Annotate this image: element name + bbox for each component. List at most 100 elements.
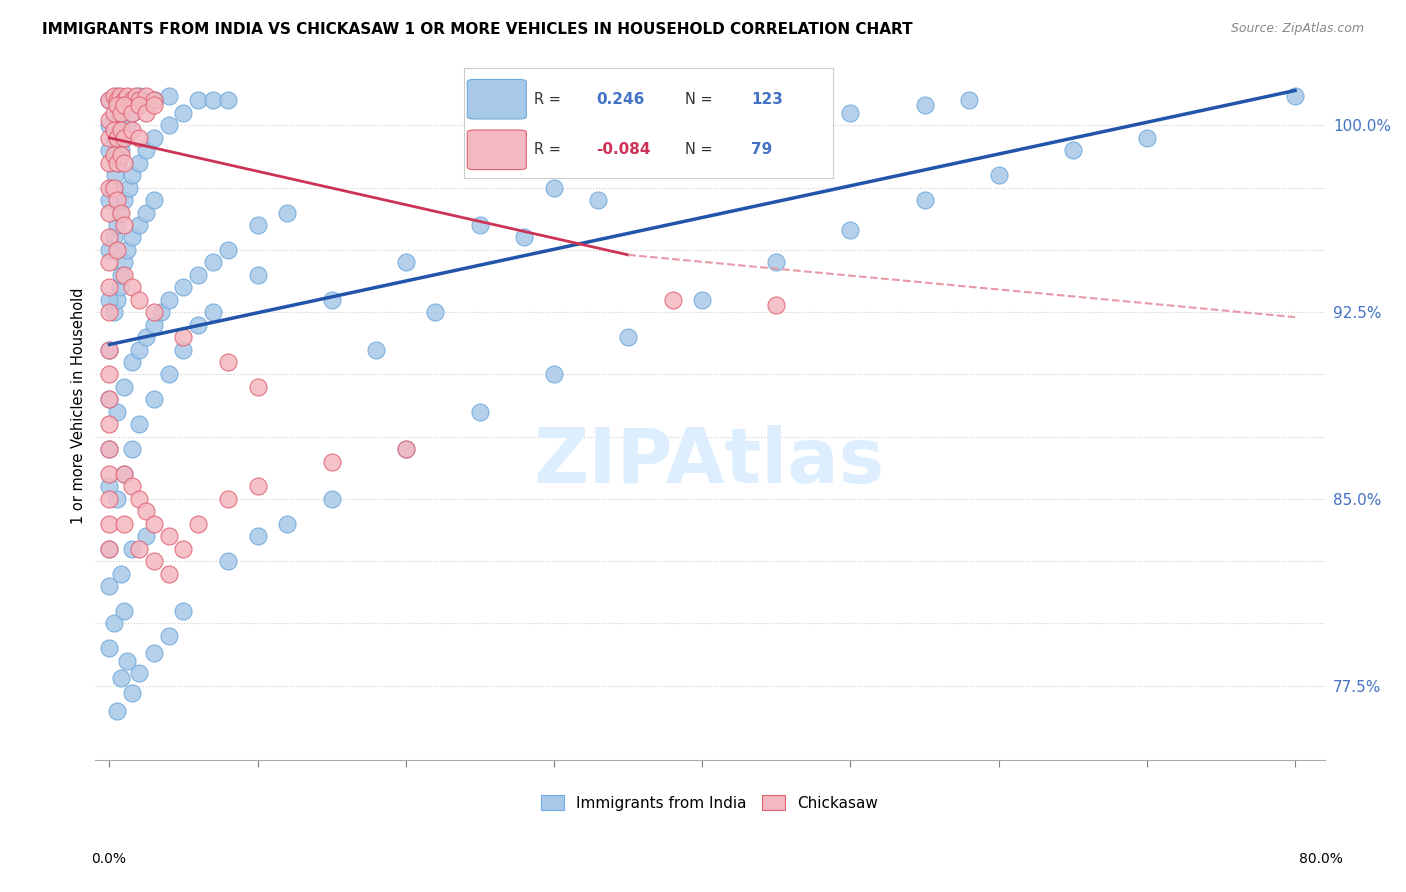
Point bbox=[98, 94, 121, 108]
Point bbox=[112, 268, 135, 282]
Point bbox=[513, 230, 536, 244]
Point bbox=[98, 230, 121, 244]
Point bbox=[110, 566, 132, 581]
Point bbox=[276, 205, 298, 219]
Point bbox=[276, 516, 298, 531]
Point bbox=[98, 180, 121, 194]
Point bbox=[157, 88, 180, 103]
Point bbox=[108, 106, 131, 120]
Point bbox=[105, 293, 128, 307]
Point bbox=[112, 131, 135, 145]
Point bbox=[1062, 143, 1084, 157]
Point bbox=[121, 479, 143, 493]
Point bbox=[135, 529, 157, 543]
Point bbox=[98, 94, 121, 108]
Point bbox=[157, 293, 180, 307]
Point bbox=[98, 516, 121, 531]
Point bbox=[107, 155, 129, 169]
Point bbox=[142, 193, 165, 207]
Point bbox=[187, 516, 209, 531]
Point bbox=[121, 686, 143, 700]
Point bbox=[105, 704, 128, 718]
Point bbox=[108, 280, 131, 294]
Point bbox=[617, 330, 640, 344]
Point bbox=[128, 155, 150, 169]
Point bbox=[98, 119, 121, 133]
Point bbox=[690, 131, 713, 145]
Point bbox=[98, 417, 121, 432]
Point bbox=[105, 94, 128, 108]
Point bbox=[128, 88, 150, 103]
Point bbox=[810, 119, 832, 133]
Point bbox=[98, 442, 121, 456]
Point bbox=[121, 280, 143, 294]
Point bbox=[543, 180, 565, 194]
Point bbox=[173, 541, 195, 556]
Point bbox=[588, 193, 610, 207]
Point bbox=[187, 318, 209, 332]
Point bbox=[765, 255, 787, 269]
Point bbox=[121, 442, 143, 456]
Point bbox=[98, 392, 121, 407]
Point bbox=[142, 392, 165, 407]
Point bbox=[98, 193, 121, 207]
Point bbox=[98, 143, 121, 157]
Point bbox=[121, 106, 143, 120]
Point bbox=[173, 343, 195, 357]
Point bbox=[661, 155, 683, 169]
Point bbox=[321, 454, 343, 468]
Point bbox=[135, 205, 157, 219]
Point bbox=[142, 98, 165, 112]
Point bbox=[395, 442, 418, 456]
Point bbox=[157, 119, 180, 133]
Point bbox=[98, 113, 121, 128]
Point bbox=[839, 106, 862, 120]
Point bbox=[142, 646, 165, 660]
Point bbox=[98, 343, 121, 357]
Point bbox=[105, 155, 128, 169]
Point bbox=[98, 392, 121, 407]
Point bbox=[98, 579, 121, 593]
Point bbox=[135, 330, 157, 344]
Point bbox=[128, 666, 150, 681]
Point bbox=[98, 491, 121, 506]
Point bbox=[957, 94, 980, 108]
Point bbox=[98, 205, 121, 219]
Point bbox=[135, 88, 157, 103]
Point bbox=[157, 629, 180, 643]
Point bbox=[142, 554, 165, 568]
Point bbox=[246, 529, 269, 543]
Text: ZIPAtlas: ZIPAtlas bbox=[534, 425, 886, 500]
Point bbox=[115, 243, 138, 257]
Point bbox=[112, 467, 135, 481]
Legend: Immigrants from India, Chickasaw: Immigrants from India, Chickasaw bbox=[536, 789, 884, 816]
Point bbox=[1284, 88, 1306, 103]
Point bbox=[321, 293, 343, 307]
Point bbox=[103, 94, 125, 108]
Point bbox=[108, 205, 131, 219]
Point bbox=[202, 94, 225, 108]
Point bbox=[98, 541, 121, 556]
Point bbox=[104, 168, 127, 182]
Point bbox=[98, 479, 121, 493]
Point bbox=[246, 380, 269, 394]
Point bbox=[98, 641, 121, 656]
Point bbox=[128, 541, 150, 556]
Point bbox=[157, 566, 180, 581]
Point bbox=[103, 305, 125, 319]
Point bbox=[121, 541, 143, 556]
Point bbox=[98, 131, 121, 145]
Point bbox=[103, 106, 125, 120]
Point bbox=[112, 98, 135, 112]
Text: IMMIGRANTS FROM INDIA VS CHICKASAW 1 OR MORE VEHICLES IN HOUSEHOLD CORRELATION C: IMMIGRANTS FROM INDIA VS CHICKASAW 1 OR … bbox=[42, 22, 912, 37]
Point bbox=[142, 305, 165, 319]
Point bbox=[157, 529, 180, 543]
Point bbox=[157, 368, 180, 382]
Point bbox=[135, 106, 157, 120]
Point bbox=[395, 255, 418, 269]
Point bbox=[105, 98, 128, 112]
Point bbox=[112, 516, 135, 531]
Point bbox=[914, 98, 936, 112]
Point bbox=[125, 88, 148, 103]
Point bbox=[142, 94, 165, 108]
